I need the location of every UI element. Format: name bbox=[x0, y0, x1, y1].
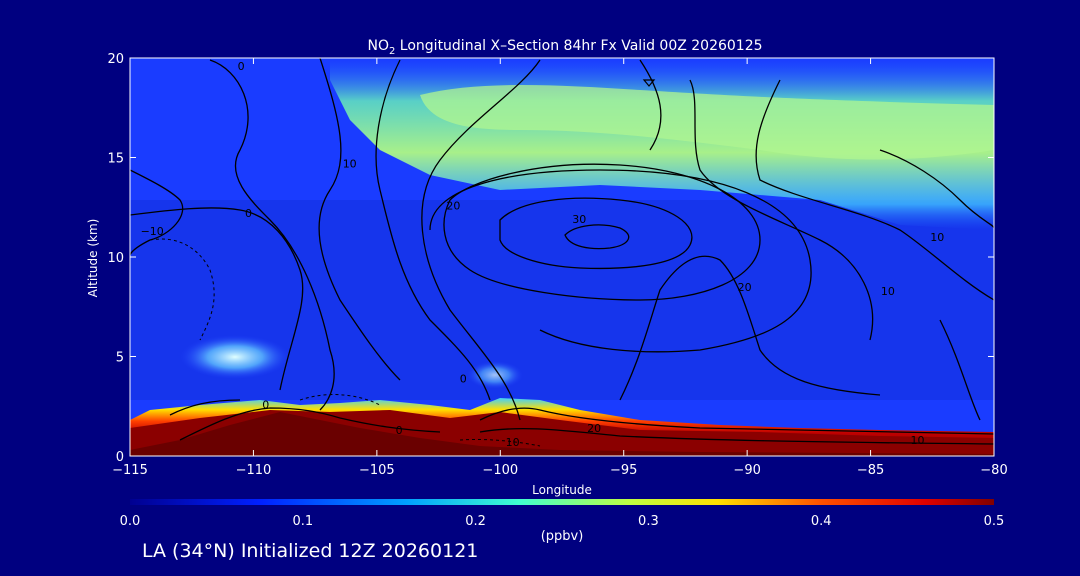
contour-label: 10 bbox=[930, 231, 944, 244]
mid-level-maximum bbox=[180, 335, 290, 379]
y-tick-label: 0 bbox=[116, 450, 124, 465]
title-prefix: NO bbox=[367, 38, 389, 54]
contour-line bbox=[429, 169, 812, 353]
x-tick-label: −105 bbox=[359, 463, 395, 478]
contour-line bbox=[179, 407, 441, 441]
contour-line bbox=[459, 438, 541, 447]
contour-line bbox=[318, 58, 401, 381]
marker-triangle bbox=[642, 79, 656, 87]
contour-line bbox=[421, 59, 541, 421]
x-axis-label: Longitude bbox=[532, 483, 592, 497]
colorbar-tick-label: 0.4 bbox=[811, 514, 832, 529]
footer-initialization-text: LA (34°N) Initialized 12Z 20260121 bbox=[142, 540, 479, 562]
mid-level-secondary bbox=[467, 361, 523, 389]
contour-label: 20 bbox=[587, 422, 601, 435]
colorbar-ticks: 0.0 0.1 0.2 0.3 0.4 0.5 bbox=[120, 514, 1005, 529]
negative-contours bbox=[149, 238, 541, 447]
colorbar-tick-label: 0.3 bbox=[638, 514, 659, 529]
colorbar-tick-label: 0.5 bbox=[984, 514, 1005, 529]
stratospheric-core bbox=[420, 85, 994, 160]
contour-line bbox=[755, 79, 994, 301]
x-tick-label: −110 bbox=[236, 463, 272, 478]
contour-label: 20 bbox=[738, 281, 752, 294]
contour-line bbox=[689, 79, 874, 341]
contour-line bbox=[130, 207, 304, 391]
contour-line bbox=[639, 59, 662, 151]
y-tick-label: 20 bbox=[107, 52, 124, 67]
colorbar-unit: (ppbv) bbox=[541, 529, 584, 544]
contour-label: 20 bbox=[446, 199, 460, 212]
contour-line bbox=[499, 197, 693, 270]
contour-line bbox=[619, 255, 881, 401]
contour-line bbox=[149, 238, 215, 341]
contour-line bbox=[479, 427, 994, 445]
contour-line bbox=[209, 59, 335, 411]
y-tick-label: 10 bbox=[107, 251, 124, 266]
contour-label: 0 bbox=[238, 60, 245, 73]
contour-label: 10 bbox=[506, 436, 520, 449]
x-tick-label: −80 bbox=[980, 463, 1007, 478]
contour-line bbox=[169, 399, 241, 416]
contour-line bbox=[299, 394, 381, 406]
chart-title: NO2 Longitudinal X–Section 84hr Fx Valid… bbox=[367, 38, 762, 57]
x-axis-ticks: −115 −110 −105 −100 −95 −90 −85 −80 bbox=[112, 58, 1008, 478]
x-tick-label: −90 bbox=[733, 463, 760, 478]
contour-line bbox=[564, 224, 630, 250]
contour-label: 0 bbox=[460, 372, 467, 385]
contour-line bbox=[939, 319, 981, 421]
contour-line bbox=[130, 169, 184, 256]
colorbar-tick-label: 0.2 bbox=[465, 514, 486, 529]
x-tick-label: −85 bbox=[857, 463, 884, 478]
y-tick-label: 15 bbox=[107, 152, 124, 167]
y-tick-label: 5 bbox=[116, 351, 124, 366]
contour-label: 0 bbox=[396, 424, 403, 437]
contour-line bbox=[443, 163, 761, 301]
terrain bbox=[130, 412, 994, 456]
contour-line bbox=[375, 59, 491, 401]
contour-lines bbox=[130, 58, 994, 445]
contour-label: 10 bbox=[881, 285, 895, 298]
y-axis-label: Altitude (km) bbox=[86, 219, 100, 298]
title-subscript: 2 bbox=[389, 46, 395, 57]
y-axis-ticks: 0 5 10 15 20 bbox=[107, 52, 994, 465]
contour-label: 0 bbox=[262, 398, 269, 411]
title-rest: Longitudinal X–Section 84hr Fx Valid 00Z… bbox=[395, 38, 762, 54]
x-tick-label: −100 bbox=[482, 463, 518, 478]
contour-label: 10 bbox=[343, 157, 357, 170]
contour-labels: 0 10 0 −10 20 30 20 10 10 0 0 0 20 10 10 bbox=[141, 60, 945, 449]
contour-line bbox=[479, 407, 994, 435]
contour-label: 10 bbox=[910, 434, 924, 447]
x-tick-label: −95 bbox=[610, 463, 637, 478]
colorbar bbox=[130, 499, 994, 505]
x-tick-label: −115 bbox=[112, 463, 148, 478]
contour-label: 30 bbox=[572, 213, 586, 226]
contour-label: −10 bbox=[141, 225, 164, 238]
contour-label: 0 bbox=[245, 207, 252, 220]
colorbar-tick-label: 0.1 bbox=[292, 514, 313, 529]
contour-line bbox=[879, 149, 994, 229]
colorbar-tick-label: 0.0 bbox=[120, 514, 141, 529]
